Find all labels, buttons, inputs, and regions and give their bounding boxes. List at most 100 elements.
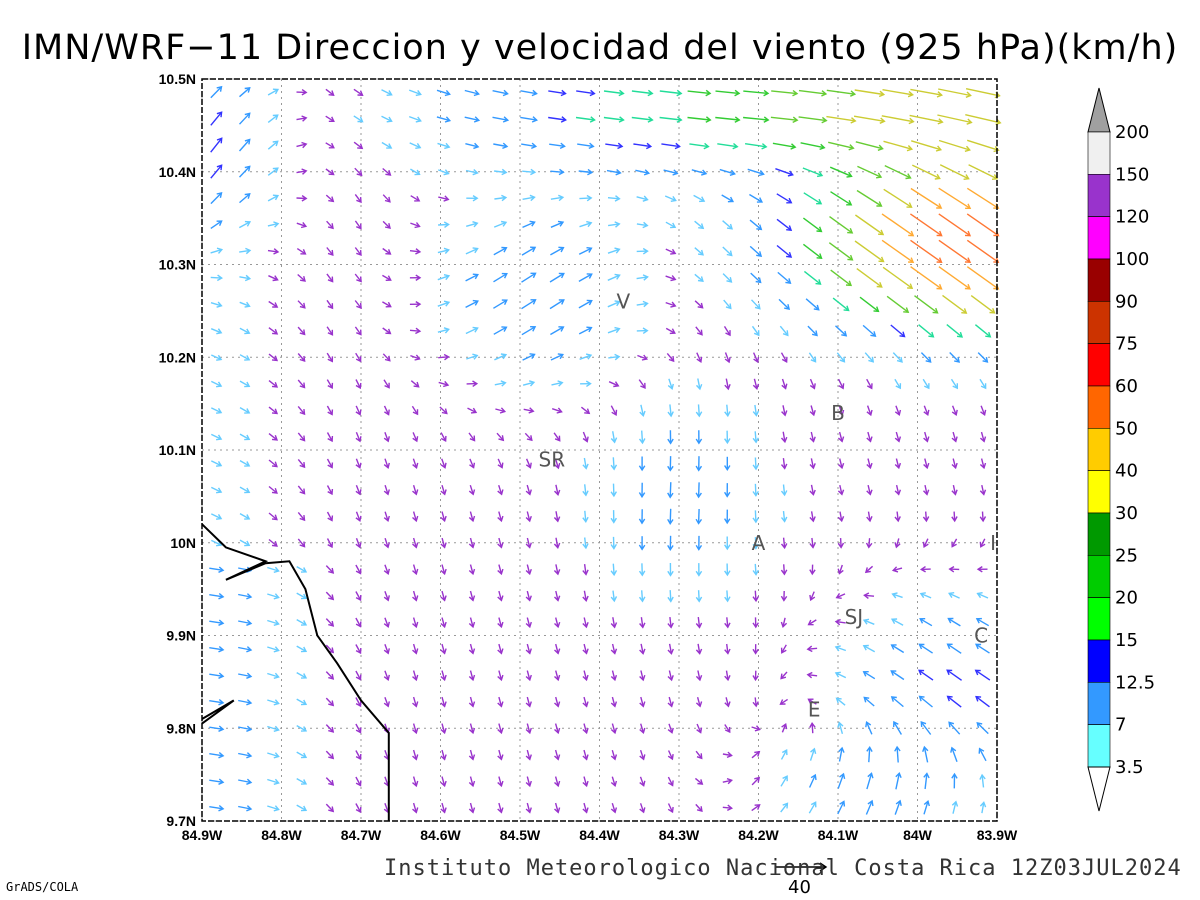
reference-vector-arrow bbox=[776, 862, 828, 872]
wind-arrow bbox=[296, 645, 308, 653]
wind-arrow bbox=[724, 670, 731, 682]
wind-arrow bbox=[603, 89, 625, 97]
wind-arrow bbox=[743, 116, 770, 123]
wind-arrow bbox=[951, 772, 958, 789]
wind-arrow bbox=[411, 405, 419, 416]
lon-tick-label: 84.4W bbox=[579, 827, 620, 843]
wind-arrow bbox=[807, 619, 817, 626]
wind-arrow bbox=[382, 301, 392, 308]
wind-arrow bbox=[828, 242, 854, 261]
wind-arrow bbox=[863, 592, 875, 599]
wind-arrow bbox=[780, 644, 787, 654]
wind-arrow bbox=[326, 405, 334, 416]
wind-arrow bbox=[409, 142, 422, 149]
wind-arrow bbox=[667, 643, 674, 655]
wind-arrow bbox=[355, 564, 362, 575]
wind-arrow bbox=[582, 776, 589, 788]
wind-vectors bbox=[209, 85, 1002, 815]
wind-arrow bbox=[582, 484, 589, 497]
wind-arrow bbox=[355, 405, 362, 416]
place-label: SR bbox=[539, 447, 566, 471]
wind-arrow bbox=[610, 510, 617, 524]
wind-arrow bbox=[862, 618, 875, 625]
wind-arrow bbox=[355, 591, 362, 602]
wind-arrow bbox=[239, 433, 251, 441]
wind-arrow bbox=[466, 353, 479, 360]
wind-arrow bbox=[267, 752, 280, 759]
wind-arrow bbox=[238, 672, 253, 679]
wind-arrow bbox=[722, 273, 733, 283]
wind-arrow bbox=[777, 271, 792, 284]
wind-arrow bbox=[549, 142, 566, 150]
wind-arrow bbox=[550, 168, 565, 176]
wind-arrow bbox=[724, 483, 731, 498]
wind-arrow bbox=[325, 724, 335, 733]
lat-tick-label: 10.1N bbox=[159, 442, 196, 458]
wind-arrow bbox=[497, 537, 504, 549]
wind-arrow bbox=[412, 802, 419, 814]
wind-arrow bbox=[923, 431, 930, 443]
wind-arrow bbox=[383, 405, 390, 416]
colorbar-level-label: 25 bbox=[1115, 545, 1138, 566]
wind-arrow bbox=[297, 353, 306, 362]
wind-arrow bbox=[722, 751, 733, 759]
wind-arrow bbox=[724, 536, 731, 551]
wind-arrow bbox=[355, 750, 362, 761]
wind-arrow bbox=[296, 671, 308, 679]
wind-arrow bbox=[325, 115, 335, 123]
wind-arrow bbox=[866, 746, 873, 763]
wind-arrow bbox=[296, 751, 308, 759]
wind-arrow bbox=[910, 140, 943, 152]
wind-arrow bbox=[497, 670, 504, 682]
wind-arrow bbox=[296, 804, 308, 812]
wind-arrow bbox=[950, 378, 958, 390]
wind-arrow bbox=[636, 327, 649, 334]
wind-arrow bbox=[781, 405, 788, 417]
wind-arrow bbox=[521, 142, 538, 150]
wind-arrow bbox=[437, 300, 451, 307]
colorbar-level-label: 50 bbox=[1115, 418, 1138, 439]
wind-arrow bbox=[610, 696, 618, 708]
wind-arrow bbox=[687, 116, 712, 123]
wind-arrow bbox=[802, 167, 824, 178]
wind-arrow bbox=[724, 643, 731, 655]
wind-arrow bbox=[267, 672, 280, 679]
wind-arrow bbox=[610, 643, 618, 655]
wind-arrow bbox=[665, 301, 677, 308]
wind-arrow bbox=[966, 187, 1000, 209]
wind-arrow bbox=[778, 298, 791, 311]
wind-arrow bbox=[830, 191, 853, 206]
colorbar-level-label: 20 bbox=[1115, 588, 1138, 609]
wind-arrow bbox=[209, 672, 225, 679]
wind-arrow bbox=[410, 222, 421, 229]
wind-arrow bbox=[696, 723, 703, 734]
wind-arrow bbox=[268, 380, 279, 388]
wind-arrow bbox=[239, 354, 251, 361]
wind-arrow bbox=[942, 294, 968, 314]
wind-arrow bbox=[438, 221, 450, 228]
wind-arrow bbox=[493, 299, 508, 309]
wind-arrow bbox=[582, 431, 589, 443]
wind-arrow bbox=[639, 696, 646, 708]
wind-arrow bbox=[497, 696, 504, 708]
wind-arrow bbox=[977, 352, 989, 363]
wind-arrow bbox=[856, 189, 883, 207]
wind-arrow bbox=[949, 352, 961, 363]
wind-arrow bbox=[468, 696, 476, 708]
wind-arrow bbox=[968, 164, 999, 180]
wind-arrow bbox=[687, 89, 712, 97]
wind-arrow bbox=[695, 430, 703, 445]
wind-arrow bbox=[578, 247, 593, 255]
wind-arrow bbox=[554, 458, 561, 470]
wind-arrow bbox=[837, 564, 844, 575]
wind-arrow bbox=[749, 245, 763, 257]
wind-arrow bbox=[296, 777, 308, 785]
wind-arrow bbox=[209, 725, 225, 732]
wind-arrow bbox=[975, 695, 990, 708]
wind-arrow bbox=[780, 671, 788, 680]
wind-arrow bbox=[894, 511, 901, 523]
wind-arrow bbox=[752, 457, 760, 471]
wind-arrow bbox=[938, 266, 971, 290]
wind-arrow bbox=[522, 380, 536, 387]
colorbar-swatch bbox=[1087, 724, 1111, 768]
